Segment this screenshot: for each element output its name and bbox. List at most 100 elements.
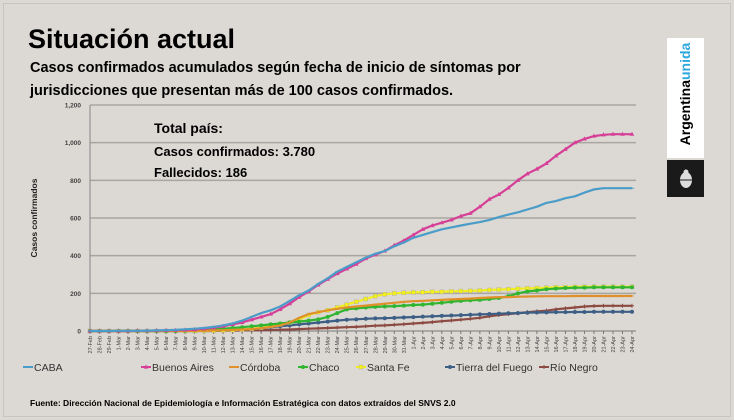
data-point xyxy=(325,319,330,324)
data-point xyxy=(468,288,473,294)
data-point xyxy=(411,315,416,320)
data-point xyxy=(458,288,464,294)
data-point xyxy=(259,323,264,328)
data-point xyxy=(515,311,520,316)
slide-frame xyxy=(3,3,731,417)
data-point xyxy=(240,325,245,330)
x-tick-label: 22-Mar xyxy=(316,336,322,354)
x-tick-label: 19-Mar xyxy=(288,336,294,354)
x-tick-label: 4-Mar xyxy=(145,336,151,351)
data-point xyxy=(525,171,530,176)
x-tick-label: 31-Mar xyxy=(402,336,408,354)
x-tick-label: 8-Mar xyxy=(183,336,189,351)
x-tick-label: 11-Mar xyxy=(212,336,218,353)
data-point xyxy=(344,266,350,271)
data-point xyxy=(601,132,606,137)
x-tick-label: 20-Mar xyxy=(297,336,303,354)
data-point xyxy=(601,309,606,314)
data-point xyxy=(582,304,587,309)
data-point xyxy=(506,185,511,190)
x-tick-label: 21-Apr xyxy=(601,336,607,353)
data-point xyxy=(420,226,426,231)
x-tick-label: 18-Apr xyxy=(573,336,579,353)
data-point xyxy=(582,136,587,141)
data-point xyxy=(468,316,473,321)
x-tick-label: 4-Apr xyxy=(440,336,446,350)
legend-label: Santa Fe xyxy=(367,362,410,374)
data-point xyxy=(601,303,606,308)
x-tick-label: 19-Apr xyxy=(582,336,588,353)
x-tick-label: 23-Apr xyxy=(620,336,626,353)
x-tick-label: 29-Feb xyxy=(107,336,113,353)
x-tick-label: 14-Mar xyxy=(240,336,246,354)
data-point xyxy=(401,322,406,327)
data-point xyxy=(297,319,302,324)
data-point xyxy=(382,304,387,309)
data-point xyxy=(544,310,549,315)
x-tick-label: 13-Apr xyxy=(525,336,531,353)
data-point xyxy=(572,305,577,310)
data-point xyxy=(430,289,435,295)
legend-label: CABA xyxy=(34,362,63,374)
data-point xyxy=(630,309,634,314)
data-point xyxy=(316,326,321,331)
x-tick-label: 22-Apr xyxy=(611,336,617,353)
data-point xyxy=(591,303,596,308)
data-point xyxy=(287,301,292,306)
data-point xyxy=(363,316,368,321)
data-point xyxy=(239,320,245,325)
x-tick-label: 13-Mar xyxy=(231,336,237,354)
data-point xyxy=(620,303,625,308)
data-point xyxy=(363,296,368,302)
data-point xyxy=(249,324,254,329)
data-point xyxy=(344,302,349,307)
data-point xyxy=(392,304,397,309)
slide-title: Situación actual xyxy=(28,24,236,54)
x-tick-label: 27-Mar xyxy=(364,336,370,354)
data-point xyxy=(373,323,378,328)
data-point xyxy=(506,311,511,316)
data-point xyxy=(620,285,625,290)
data-point xyxy=(515,177,521,182)
x-tick-label: 28-Feb xyxy=(98,336,104,353)
data-point xyxy=(439,300,444,305)
x-tick-label: 10-Mar xyxy=(202,336,208,354)
data-point xyxy=(420,320,425,325)
data-point xyxy=(534,310,539,315)
x-tick-label: 21-Mar xyxy=(307,336,313,354)
data-point xyxy=(411,321,416,326)
data-point xyxy=(258,314,264,319)
data-point xyxy=(353,261,359,266)
data-point xyxy=(496,191,502,197)
data-point xyxy=(306,321,311,326)
x-tick-label: 7-Mar xyxy=(174,336,180,351)
data-point xyxy=(610,131,616,136)
x-tick-label: 15-Apr xyxy=(544,336,550,353)
data-point xyxy=(610,285,615,290)
data-point xyxy=(620,309,625,314)
data-point xyxy=(572,140,578,145)
data-point xyxy=(430,320,435,325)
data-point xyxy=(287,327,292,332)
data-point xyxy=(572,285,577,290)
y-tick-label: 0 xyxy=(77,329,81,336)
data-point xyxy=(382,292,387,297)
data-point xyxy=(420,302,425,307)
data-point xyxy=(610,309,615,314)
data-point xyxy=(316,320,321,325)
x-tick-label: 9-Apr xyxy=(487,336,493,350)
data-point xyxy=(477,312,482,317)
data-point xyxy=(515,291,520,296)
data-point xyxy=(582,285,587,290)
data-point xyxy=(301,365,305,369)
data-point xyxy=(582,309,587,314)
x-tick-label: 30-Mar xyxy=(392,336,398,354)
x-tick-label: 10-Apr xyxy=(497,336,503,353)
y-tick-label: 1,200 xyxy=(65,103,82,110)
data-point xyxy=(542,365,546,369)
series-line-caba xyxy=(90,187,632,333)
data-point xyxy=(392,315,397,320)
data-point xyxy=(439,319,444,324)
x-tick-label: 23-Mar xyxy=(326,336,332,354)
data-point xyxy=(487,312,492,317)
